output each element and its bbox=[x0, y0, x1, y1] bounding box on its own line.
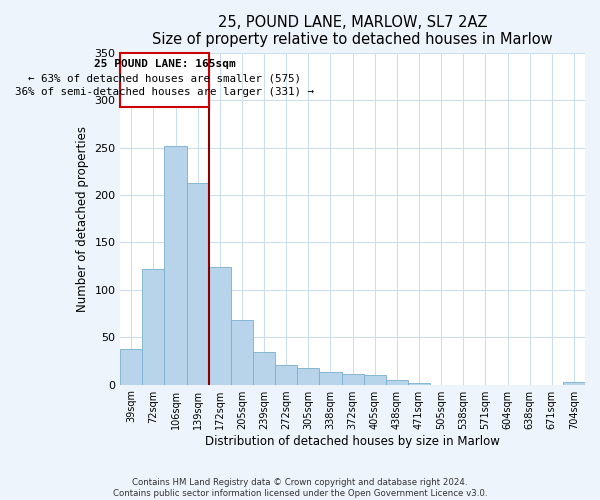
Bar bbox=[253, 352, 275, 384]
Bar bbox=[341, 374, 364, 384]
Bar bbox=[187, 182, 209, 384]
Bar bbox=[563, 382, 585, 384]
Bar bbox=[231, 320, 253, 384]
Bar bbox=[319, 372, 341, 384]
Text: 25 POUND LANE: 165sqm: 25 POUND LANE: 165sqm bbox=[94, 60, 235, 70]
Text: ← 63% of detached houses are smaller (575): ← 63% of detached houses are smaller (57… bbox=[28, 74, 301, 84]
Bar bbox=[364, 375, 386, 384]
Bar bbox=[142, 269, 164, 384]
Bar bbox=[408, 382, 430, 384]
Bar bbox=[120, 348, 142, 384]
Bar bbox=[209, 267, 231, 384]
Title: 25, POUND LANE, MARLOW, SL7 2AZ
Size of property relative to detached houses in : 25, POUND LANE, MARLOW, SL7 2AZ Size of … bbox=[152, 15, 553, 48]
FancyBboxPatch shape bbox=[120, 52, 209, 107]
Bar bbox=[297, 368, 319, 384]
Text: Contains HM Land Registry data © Crown copyright and database right 2024.
Contai: Contains HM Land Registry data © Crown c… bbox=[113, 478, 487, 498]
Bar bbox=[386, 380, 408, 384]
Bar bbox=[275, 364, 297, 384]
Text: 36% of semi-detached houses are larger (331) →: 36% of semi-detached houses are larger (… bbox=[15, 87, 314, 97]
Bar bbox=[164, 146, 187, 384]
X-axis label: Distribution of detached houses by size in Marlow: Distribution of detached houses by size … bbox=[205, 434, 500, 448]
Y-axis label: Number of detached properties: Number of detached properties bbox=[76, 126, 89, 312]
